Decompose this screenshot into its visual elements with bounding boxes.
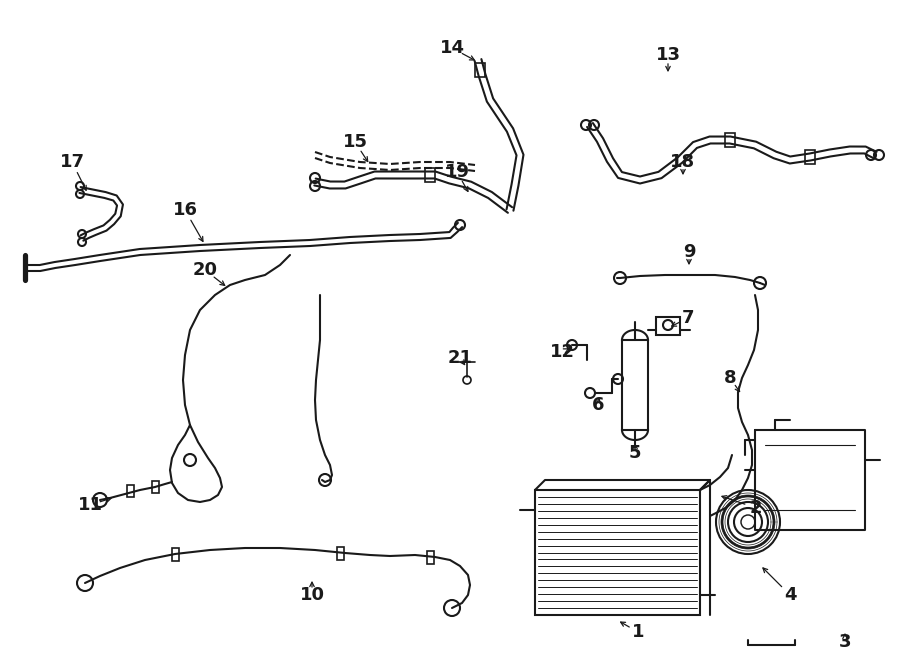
Text: 15: 15	[343, 133, 367, 151]
Bar	[805, 150, 815, 164]
Text: 12: 12	[550, 343, 574, 361]
Text: 6: 6	[592, 396, 604, 414]
Bar	[622, 340, 648, 430]
Text: 7: 7	[682, 309, 694, 327]
Bar	[656, 317, 680, 335]
Text: 19: 19	[445, 163, 470, 181]
Bar	[427, 551, 434, 563]
Text: 11: 11	[77, 496, 103, 514]
Text: 17: 17	[59, 153, 85, 171]
Bar	[425, 168, 435, 182]
Text: 2: 2	[750, 499, 762, 517]
Text: 5: 5	[629, 444, 641, 462]
Text: 3: 3	[839, 633, 851, 651]
Text: 16: 16	[173, 201, 197, 219]
Text: 20: 20	[193, 261, 218, 279]
Bar	[151, 481, 158, 493]
Text: 14: 14	[439, 39, 464, 57]
Text: 21: 21	[447, 349, 473, 367]
Bar	[725, 133, 735, 147]
Bar	[475, 63, 485, 77]
Text: 9: 9	[683, 243, 695, 261]
Text: 8: 8	[724, 369, 736, 387]
Text: 13: 13	[655, 46, 680, 64]
Text: 4: 4	[784, 586, 796, 604]
Text: 18: 18	[670, 153, 696, 171]
Bar	[172, 547, 178, 561]
Bar	[535, 490, 700, 615]
Text: 10: 10	[300, 586, 325, 604]
Bar	[337, 547, 344, 559]
Text: 1: 1	[632, 623, 644, 641]
Bar	[127, 485, 133, 497]
